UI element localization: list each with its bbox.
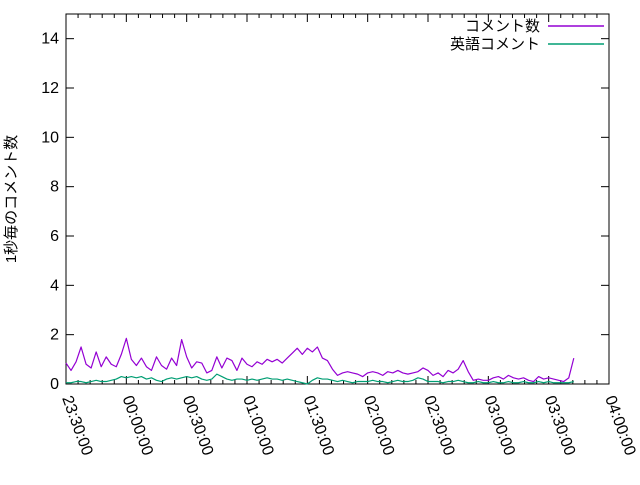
legend-label-english-comments: 英語コメント (450, 35, 540, 53)
axis-tick-labels: 0 2 4 6 8 10 12 14 23:30:00 00:00:00 00:30:00 01:00… (41, 31, 638, 458)
x-tick-label: 02:30:00 (420, 394, 457, 458)
y-tick-label: 14 (41, 31, 59, 48)
plot-border (65, 13, 610, 385)
y-tick-label: 4 (50, 277, 59, 294)
x-tick-label: 23:30:00 (58, 394, 95, 458)
y-tick-label: 2 (50, 327, 59, 344)
y-tick-label: 8 (50, 179, 59, 196)
series-line-0 (65, 337, 575, 383)
series-lines (65, 337, 575, 385)
x-tick-label: 03:30:00 (541, 394, 578, 458)
legend-label-comments: コメント数 (465, 18, 540, 35)
series-line-1 (66, 373, 574, 385)
x-tick-label: 00:30:00 (179, 394, 216, 458)
y-axis-title: 1秒毎のコメント数 (3, 135, 20, 263)
y-tick-label: 12 (41, 80, 59, 97)
x-tick-label: 01:00:00 (239, 394, 276, 458)
y-tick-label: 0 (50, 376, 59, 393)
x-tick-label: 01:30:00 (300, 394, 337, 458)
legend: コメント数 英語コメント (450, 18, 604, 53)
x-tick-label: 04:00:00 (601, 394, 638, 458)
x-tick-label: 03:00:00 (481, 394, 518, 458)
x-tick-label: 02:00:00 (360, 394, 397, 458)
y-tick-label: 6 (50, 228, 59, 245)
y-tick-label: 10 (41, 129, 59, 146)
x-tick-label: 00:00:00 (119, 394, 156, 458)
plot-frame (65, 13, 610, 385)
